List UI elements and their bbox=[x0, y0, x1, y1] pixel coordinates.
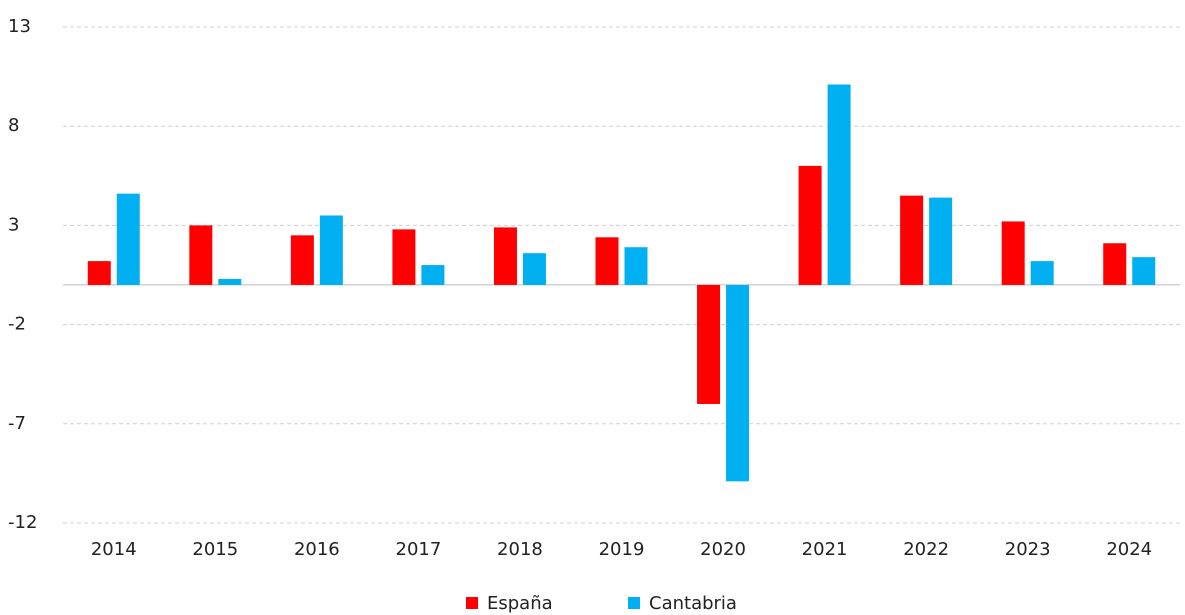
y-tick-label: -7 bbox=[8, 413, 26, 434]
bar bbox=[827, 84, 851, 285]
y-tick-label: 8 bbox=[8, 115, 19, 136]
bar bbox=[319, 215, 343, 285]
bar bbox=[421, 265, 445, 285]
bar bbox=[392, 229, 416, 285]
bar bbox=[595, 237, 619, 285]
y-tick-label: 13 bbox=[8, 16, 31, 37]
bar bbox=[624, 247, 648, 285]
x-tick-label: 2023 bbox=[1005, 539, 1051, 560]
bar bbox=[522, 253, 546, 285]
x-tick-label: 2020 bbox=[700, 539, 746, 560]
bar bbox=[116, 193, 140, 285]
bar bbox=[1132, 257, 1156, 285]
x-tick-label: 2017 bbox=[396, 539, 442, 560]
y-tick-label: -12 bbox=[8, 512, 37, 533]
x-tick-label: 2015 bbox=[192, 539, 238, 560]
bar bbox=[1001, 221, 1025, 285]
x-tick-label: 2024 bbox=[1106, 539, 1152, 560]
bar bbox=[189, 225, 213, 285]
legend-swatch bbox=[628, 597, 640, 609]
x-tick-label: 2016 bbox=[294, 539, 340, 560]
x-tick-label: 2018 bbox=[497, 539, 543, 560]
x-tick-label: 2014 bbox=[91, 539, 137, 560]
legend-label: España bbox=[487, 593, 553, 614]
x-tick-label: 2022 bbox=[903, 539, 949, 560]
bar bbox=[1030, 261, 1054, 285]
x-tick-label: 2019 bbox=[599, 539, 645, 560]
legend-label: Cantabria bbox=[649, 593, 737, 614]
bar bbox=[493, 227, 517, 285]
bar bbox=[218, 278, 242, 285]
bar bbox=[697, 284, 721, 404]
bar bbox=[1103, 243, 1127, 285]
bar bbox=[798, 165, 822, 285]
bar bbox=[929, 197, 953, 285]
y-tick-label: 3 bbox=[8, 214, 19, 235]
x-tick-label: 2021 bbox=[802, 539, 848, 560]
bar bbox=[900, 195, 924, 285]
bar bbox=[87, 261, 111, 285]
legend-swatch bbox=[466, 597, 478, 609]
y-tick-label: -2 bbox=[8, 314, 26, 335]
bar bbox=[726, 284, 750, 482]
bar bbox=[290, 235, 314, 285]
